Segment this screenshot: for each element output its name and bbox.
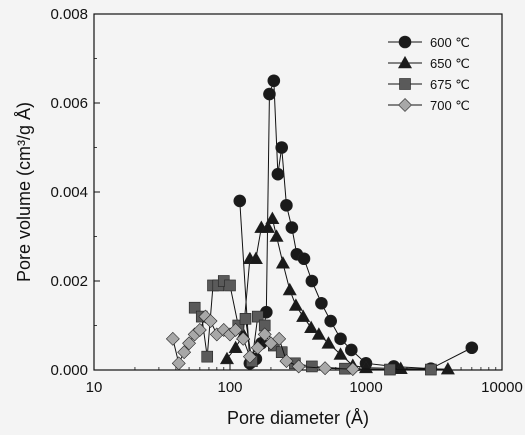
- legend-marker: [398, 35, 412, 49]
- data-point: [224, 279, 236, 292]
- x-tick-label: 100: [217, 379, 242, 396]
- data-point: [260, 220, 275, 233]
- series-line: [239, 80, 473, 370]
- x-tick-label: 10000: [481, 379, 523, 396]
- data-point: [271, 167, 285, 181]
- data-point: [192, 323, 207, 337]
- data-point: [251, 310, 264, 323]
- data-point: [228, 340, 243, 354]
- data-point: [269, 229, 284, 242]
- legend-label: 675 ℃: [430, 77, 470, 92]
- data-point: [272, 331, 287, 346]
- data-point: [345, 343, 358, 357]
- data-point: [324, 314, 337, 328]
- data-point: [393, 361, 408, 374]
- data-point: [440, 362, 455, 375]
- data-point: [263, 87, 276, 101]
- data-point: [201, 350, 214, 363]
- data-point: [248, 251, 263, 265]
- data-point: [267, 74, 281, 88]
- data-point: [305, 274, 319, 288]
- data-point: [165, 331, 180, 346]
- data-point: [265, 211, 280, 224]
- x-axis-title: Pore diameter (Å): [227, 408, 369, 428]
- data-point: [425, 363, 437, 376]
- data-point: [296, 309, 311, 322]
- series-triangle: [219, 211, 455, 375]
- data-point: [275, 256, 290, 269]
- data-point: [203, 314, 218, 328]
- y-axis-title: Pore volume (cm³/g Å): [14, 102, 34, 282]
- series-layer: [165, 74, 479, 377]
- x-tick-label: 1000: [349, 379, 382, 396]
- data-point: [311, 327, 326, 340]
- data-point: [228, 323, 243, 337]
- data-point: [465, 341, 479, 355]
- legend-label: 600 ℃: [430, 35, 470, 50]
- legend-marker: [398, 98, 412, 112]
- data-point: [291, 359, 306, 374]
- legend-label: 700 ℃: [430, 98, 470, 113]
- y-tick-label: 0.008: [50, 6, 88, 23]
- data-point: [279, 354, 294, 369]
- y-tick-label: 0.004: [50, 184, 88, 201]
- data-point: [188, 301, 201, 314]
- data-point: [318, 361, 332, 376]
- series-diamond: [165, 309, 360, 377]
- data-point: [275, 141, 289, 154]
- data-point: [333, 347, 348, 360]
- y-tick-label: 0.000: [50, 362, 88, 379]
- data-point: [182, 336, 196, 351]
- data-point: [306, 360, 318, 373]
- data-point: [297, 252, 311, 266]
- data-point: [177, 345, 192, 360]
- y-tick-label: 0.002: [50, 273, 88, 290]
- data-point: [384, 363, 396, 376]
- data-point: [288, 298, 303, 311]
- data-point: [250, 340, 265, 355]
- legend-marker: [399, 78, 411, 90]
- data-point: [315, 296, 328, 310]
- data-point: [257, 327, 272, 342]
- data-point: [321, 336, 336, 349]
- data-point: [285, 221, 299, 234]
- data-point: [304, 320, 319, 334]
- data-point: [334, 332, 347, 346]
- data-point: [282, 282, 297, 296]
- legend-marker: [397, 55, 413, 69]
- x-tick-label: 10: [86, 379, 103, 396]
- data-point: [236, 331, 251, 346]
- data-point: [345, 362, 360, 377]
- data-point: [280, 199, 293, 212]
- data-point: [171, 356, 186, 371]
- legend-label: 650 ℃: [430, 56, 470, 71]
- legend: 600 ℃ 650 ℃ 675 ℃ 700 ℃: [388, 35, 470, 113]
- y-tick-label: 0.006: [50, 95, 88, 112]
- data-point: [242, 349, 257, 364]
- data-point: [358, 360, 374, 374]
- data-point: [239, 313, 252, 325]
- data-point: [233, 194, 247, 208]
- data-point: [219, 351, 234, 365]
